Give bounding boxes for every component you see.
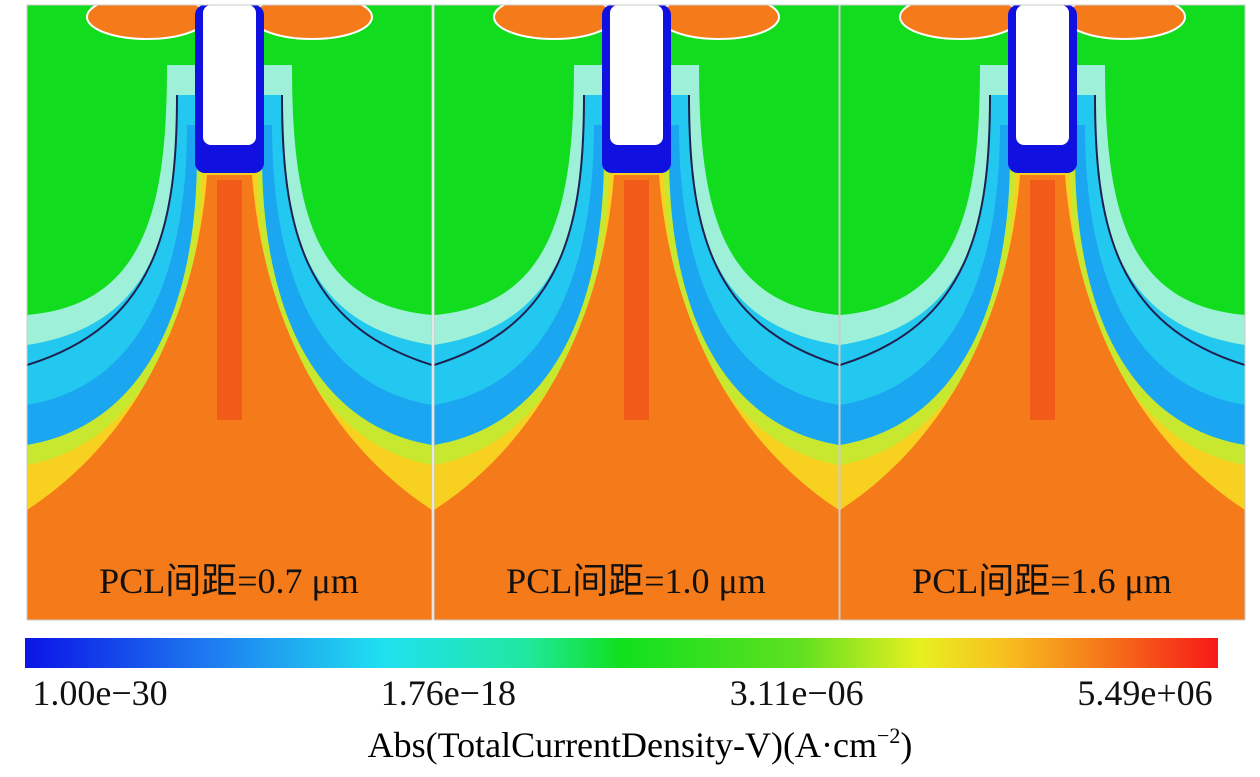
panel: PCL间距=0.7 μm [27, 0, 432, 620]
title-end: ) [900, 725, 912, 765]
panel-border [433, 4, 840, 621]
colorbar-tick-label: 5.49e+06 [1077, 673, 1212, 713]
colorbar [25, 638, 1218, 668]
colorbar-title: Abs(TotalCurrentDensity-V)(A·cm−2) [368, 723, 913, 765]
colorbar-ticks: 1.00e−30 1.76e−18 3.11e−06 5.49e+06 [32, 673, 1212, 713]
title-main: Abs(TotalCurrentDensity-V)(A·cm [368, 725, 877, 765]
panel-image [840, 0, 1245, 620]
title-sup: −2 [877, 723, 900, 748]
colorbar-tick-label: 3.11e−06 [730, 673, 864, 713]
colorbar-tick-label: 1.00e−30 [32, 673, 167, 713]
panels: PCL间距=0.7 μm PCL间距=1.0 μm PCL间距=1.6 μm [27, 0, 1245, 620]
panel-label: PCL间距=1.0 μm [506, 561, 766, 601]
panel: PCL间距=1.6 μm [840, 0, 1245, 620]
panel-label: PCL间距=0.7 μm [99, 561, 359, 601]
panel: PCL间距=1.0 μm [434, 0, 839, 620]
panel-label: PCL间距=1.6 μm [912, 561, 1172, 601]
panel-image [434, 0, 839, 620]
panel-image [27, 0, 432, 620]
panel-border [26, 4, 433, 621]
panel-border [839, 4, 1246, 621]
colorbar-tick-label: 1.76e−18 [381, 673, 516, 713]
